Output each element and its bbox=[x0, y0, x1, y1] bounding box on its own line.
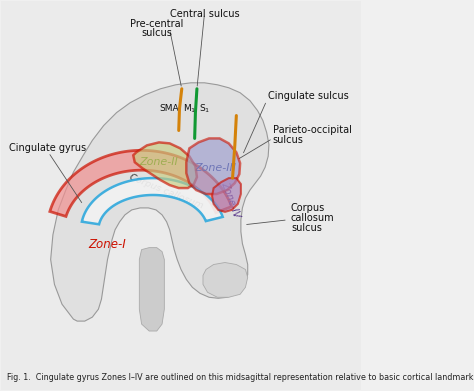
Polygon shape bbox=[50, 150, 232, 217]
Text: S$_1$: S$_1$ bbox=[199, 102, 210, 115]
Polygon shape bbox=[51, 83, 269, 321]
Polygon shape bbox=[1, 2, 361, 389]
Polygon shape bbox=[133, 142, 197, 188]
Text: Corpus: Corpus bbox=[291, 203, 325, 213]
Text: Zone-IV: Zone-IV bbox=[219, 181, 241, 219]
Text: Zone-II: Zone-II bbox=[140, 157, 178, 167]
Text: Zone-I: Zone-I bbox=[89, 238, 127, 251]
Text: Parieto-occipital: Parieto-occipital bbox=[273, 126, 352, 135]
Text: callosum: callosum bbox=[291, 213, 335, 223]
Text: Zone-III: Zone-III bbox=[194, 163, 236, 173]
Polygon shape bbox=[139, 248, 164, 331]
Text: Corpus callosum: Corpus callosum bbox=[128, 173, 205, 211]
Text: Central sulcus: Central sulcus bbox=[170, 9, 239, 19]
Polygon shape bbox=[212, 178, 241, 212]
Text: Fig. 1.  Cingulate gyrus Zones I–IV are outlined on this midsagittal representat: Fig. 1. Cingulate gyrus Zones I–IV are o… bbox=[8, 373, 474, 382]
Text: Pre-central: Pre-central bbox=[130, 19, 183, 29]
Text: Cingulate gyrus: Cingulate gyrus bbox=[9, 143, 86, 153]
Text: sulcus: sulcus bbox=[291, 223, 322, 233]
Text: sulcus: sulcus bbox=[141, 28, 172, 38]
Polygon shape bbox=[203, 262, 248, 297]
Text: SMA: SMA bbox=[160, 104, 180, 113]
Text: Cingulate sulcus: Cingulate sulcus bbox=[268, 91, 349, 101]
Polygon shape bbox=[186, 138, 240, 194]
Text: sulcus: sulcus bbox=[273, 135, 303, 145]
Polygon shape bbox=[82, 178, 223, 224]
Text: M$_1$: M$_1$ bbox=[182, 102, 196, 115]
